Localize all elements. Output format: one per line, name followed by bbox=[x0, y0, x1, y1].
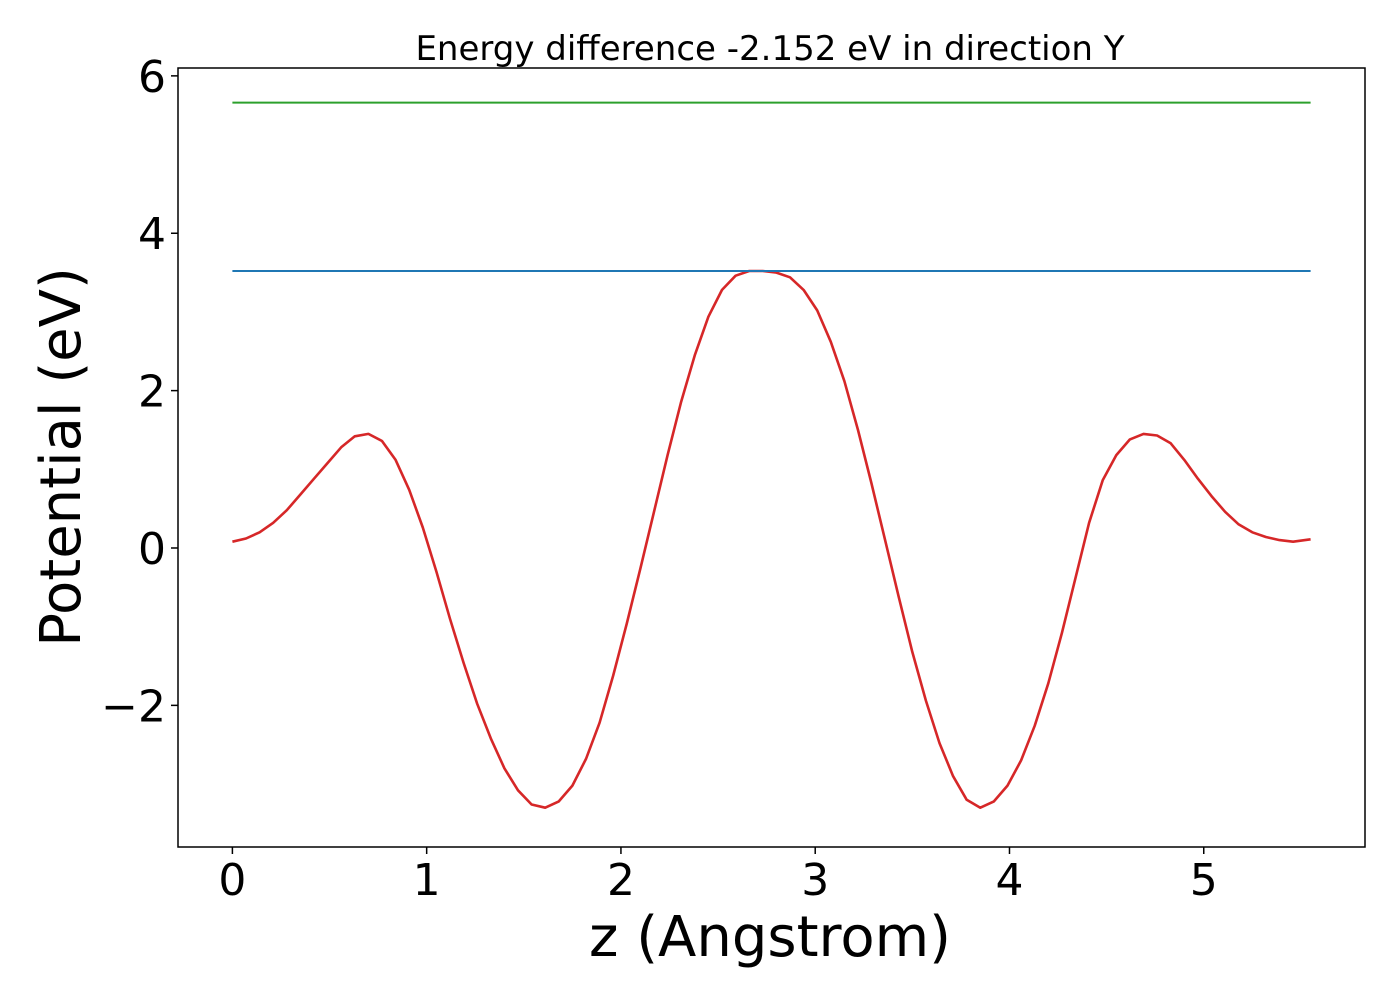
x-tick-label: 4 bbox=[995, 855, 1023, 906]
x-tick-label: 0 bbox=[218, 855, 246, 906]
y-axis-label: Potential (eV) bbox=[29, 267, 94, 647]
y-tick-label: 0 bbox=[138, 524, 166, 575]
y-axis: −2 0 2 4 6 bbox=[101, 52, 178, 732]
plot-frame bbox=[177, 67, 1366, 848]
series-layer bbox=[232, 101, 1311, 810]
x-tick-label: 2 bbox=[607, 855, 635, 906]
y-tick-label: −2 bbox=[101, 681, 166, 732]
y-tick-label: 6 bbox=[138, 52, 166, 103]
x-tick-label: 5 bbox=[1190, 855, 1218, 906]
x-tick-label: 1 bbox=[413, 855, 441, 906]
x-axis-label: z (Angstrom) bbox=[589, 905, 951, 970]
y-tick-label: 4 bbox=[138, 209, 166, 260]
y-tick-label: 2 bbox=[138, 367, 166, 418]
x-tick-label: 3 bbox=[801, 855, 829, 906]
x-axis: 0 1 2 3 4 5 bbox=[218, 847, 1218, 906]
chart-title: Energy difference -2.152 eV in direction… bbox=[415, 29, 1124, 69]
